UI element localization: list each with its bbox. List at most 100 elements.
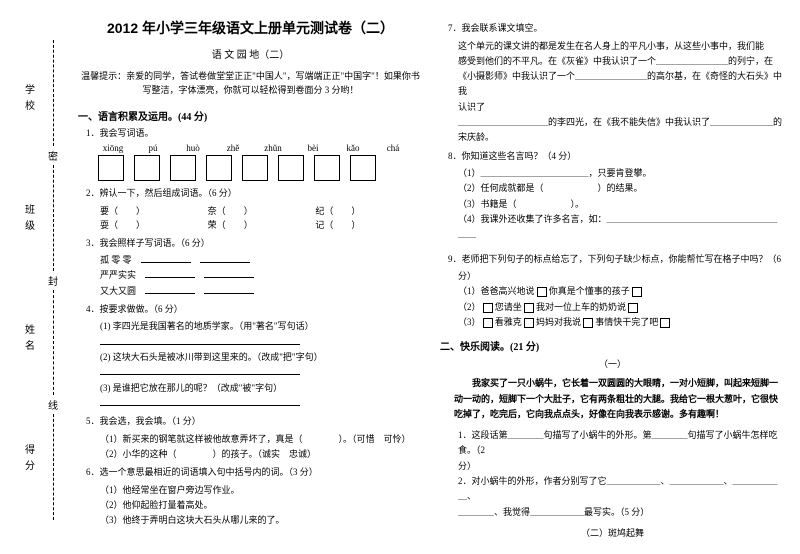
tip-lead: 温馨提示：: [81, 71, 126, 81]
q7: 7．我会联系课文填空。: [448, 22, 785, 36]
left-page: 2012 年小学三年级语文上册单元测试卷（二） 语 文 园 地（二） 温馨提示：…: [78, 18, 423, 538]
pinyin-0: xiōng: [98, 143, 128, 153]
tip-body2: 写整洁，字体漂亮，你就可以轻松得到卷面分 3 分哟！: [142, 85, 358, 95]
q9r3a: （3）: [458, 317, 481, 327]
punct-box: [483, 303, 493, 313]
q6c: （3）他终于弄明白这块大石头从哪儿来的了。: [100, 513, 423, 528]
q3a: 孤 零 零: [100, 255, 132, 265]
q3c: 又大又圆: [100, 286, 136, 296]
label-score: 得分: [21, 444, 36, 476]
label-school: 学校: [21, 84, 36, 116]
blank-line: [100, 396, 300, 406]
q3a-row: 孤 零 零: [100, 253, 423, 268]
q9r3c: 妈妈对我说: [536, 317, 581, 327]
blank-line: [100, 365, 300, 375]
seal-mi: 密: [48, 148, 58, 163]
punct-box: [524, 303, 534, 313]
punct-box: [583, 318, 593, 328]
q9: 9．老师把下列句子的标点给忘了，下列句子缺少标点，你能帮忙写在格子中吗？（6: [448, 253, 785, 267]
section1-head: 一、语言积累及运用。(44 分): [78, 108, 423, 123]
q7p3: 《小摄影师》中我认识了一个＿＿＿＿＿＿＿＿的高尔基，在《奇怪的大石头》中我: [458, 69, 785, 100]
tianzi-box: [134, 155, 160, 181]
q8c: （3）书籍是（ ）。: [458, 197, 785, 212]
passage1-title: （一）: [440, 357, 785, 370]
punct-box: [660, 318, 670, 328]
warm-tip: 温馨提示：亲爱的同学，答试卷做堂堂正正"中国人"，写端端正正"中国字"！如果你书…: [78, 69, 423, 98]
tianzi-box: [314, 155, 340, 181]
q5a: （1）新买来的钢笔就这样被他故意弄坏了，真是（ ）。（可惜 可怜）: [100, 432, 423, 447]
seal-line: 密 封 线: [42, 40, 64, 520]
punct-box: [524, 318, 534, 328]
q7p2: 感受到他们的不平凡。在《灰雀》中我认识了一个＿＿＿＿＿＿＿＿的列宁，在: [458, 54, 785, 69]
pinyin-1: pú: [138, 143, 168, 153]
pinyin-6: kǎo: [338, 143, 368, 153]
q2r2c: 记（: [315, 220, 333, 230]
pinyin-2: huò: [178, 143, 208, 153]
rq2: 2．对小蜗牛的外形，作者分别写了它＿＿＿＿＿＿、＿＿＿＿＿＿、＿＿＿＿＿＿、: [458, 474, 785, 505]
seal-feng: 封: [48, 273, 58, 288]
blank-line: [100, 335, 300, 345]
q9r1: （1）爸爸高兴地说 你真是个懂事的孩子: [458, 284, 785, 299]
q3c-row: 又大又圆: [100, 284, 423, 299]
q2r2a: 耍（: [100, 220, 118, 230]
q1: 1．我会写词语。: [86, 127, 423, 141]
rq1b: 分）: [458, 459, 785, 474]
label-name: 姓名: [21, 324, 36, 356]
tianzi-box: [350, 155, 376, 181]
q9r3: （3） 看雅克 妈妈对我说 事情快干完了吧: [458, 315, 785, 330]
q3b-row: 严严实实: [100, 268, 423, 283]
tianzi-box: [242, 155, 268, 181]
q9r1a: （1）爸爸高兴地说: [458, 286, 535, 296]
q6a: （1）他经常坐在窗户旁边写作业。: [100, 483, 423, 498]
q2r2b: 荣（: [208, 220, 226, 230]
q4a: (1) 李四光是我国著名的地质学家。（用"著名"写句话）: [100, 319, 423, 334]
q7p5: ＿＿＿＿＿＿＿＿＿＿的李四光，在《我不能失信》中我认识了＿＿＿＿＿＿＿的宋庆龄。: [458, 115, 785, 146]
q8d: （4）我课外还收集了许多名言，如：＿＿＿＿＿＿＿＿＿＿＿＿＿＿＿＿＿＿＿＿＿: [458, 212, 785, 243]
q9b: 分）: [458, 269, 785, 284]
q9r2a: （2）: [458, 302, 481, 312]
rq2b: ＿＿＿＿、我觉得＿＿＿＿＿＿最写实。（5 分）: [458, 505, 785, 520]
q9-text: 9．老师把下列句子的标点给忘了，下列句子缺少标点，你能帮忙写在格子中吗？（6: [448, 254, 781, 264]
q5: 5．我会选，我会填。（1 分）: [86, 415, 423, 429]
pinyin-5: bèi: [298, 143, 328, 153]
punct-box: [537, 287, 547, 297]
q2r1b: 奈（: [208, 206, 226, 216]
punct-box: [483, 318, 493, 328]
q3: 3．我会照样子写词语。（6 分）: [86, 237, 423, 251]
pinyin-7: chá: [378, 143, 408, 153]
q8b: （2）任何成就都是（ ）的结果。: [458, 181, 785, 196]
punct-box: [628, 303, 638, 313]
q9r2: （2） 您请坐 我对一位上车的奶奶说: [458, 300, 785, 315]
binding-column: 学校 班级 姓名 得分 密 封 线: [18, 40, 68, 520]
q9r2c: 我对一位上车的奶奶说: [536, 302, 626, 312]
q6b: （2）他仰起脸打量着高处。: [100, 498, 423, 513]
section2-head: 二、快乐阅读。(21 分): [440, 338, 785, 353]
label-class: 班级: [21, 204, 36, 236]
q9r3b: 看雅克: [495, 317, 522, 327]
q7p1: 这个单元的课文讲的都是发生在名人身上的平凡小事，从这些小事中，我们能: [458, 39, 785, 54]
q9r3d: 事情快干完了吧: [595, 317, 658, 327]
q4: 4．按要求做做。（6 分）: [86, 303, 423, 317]
q6: 6．选一个意思最相近的词语填入句中括号内的词。（3 分）: [86, 466, 423, 480]
q9r1b: 你真是个懂事的孩子: [549, 286, 630, 296]
pinyin-4: zhǔn: [258, 143, 288, 153]
q2: 2．辨认一下，然后组成词语。（6 分）: [86, 187, 423, 201]
q4b: (2) 这块大石头是被冰川带到这里来的。（改成"把"字句）: [100, 350, 423, 365]
pinyin-3: zhě: [218, 143, 248, 153]
punct-box: [632, 287, 642, 297]
q2r1a: 要（: [100, 206, 118, 216]
binding-labels: 学校 班级 姓名 得分: [18, 40, 38, 520]
q9r2b: 您请坐: [495, 302, 522, 312]
exam-title: 2012 年小学三年级语文上册单元测试卷（二）: [78, 18, 423, 38]
q5b: （2）小华的这种（ ）的孩子。（诚实 忠诚）: [100, 447, 423, 462]
tianzi-box: [206, 155, 232, 181]
exam-subtitle: 语 文 园 地（二）: [78, 46, 423, 61]
q8: 8．你知道这些名言吗？（4 分）: [448, 150, 785, 164]
rq1: 1．这段话第＿＿＿＿句描写了小蜗牛的外形。第＿＿＿＿句描写了小蜗牛怎样吃食。（2: [458, 428, 785, 459]
tianzi-box: [278, 155, 304, 181]
tip-body1: 亲爱的同学，答试卷做堂堂正正"中国人"，写端端正正"中国字"！如果你书: [126, 71, 420, 81]
q4c: (3) 是谁把它放在那儿的呢？（改成"被"字句）: [100, 381, 423, 396]
q2r1c: 纪（: [315, 206, 333, 216]
seal-xian: 线: [48, 397, 58, 412]
tianzi-box: [98, 155, 124, 181]
